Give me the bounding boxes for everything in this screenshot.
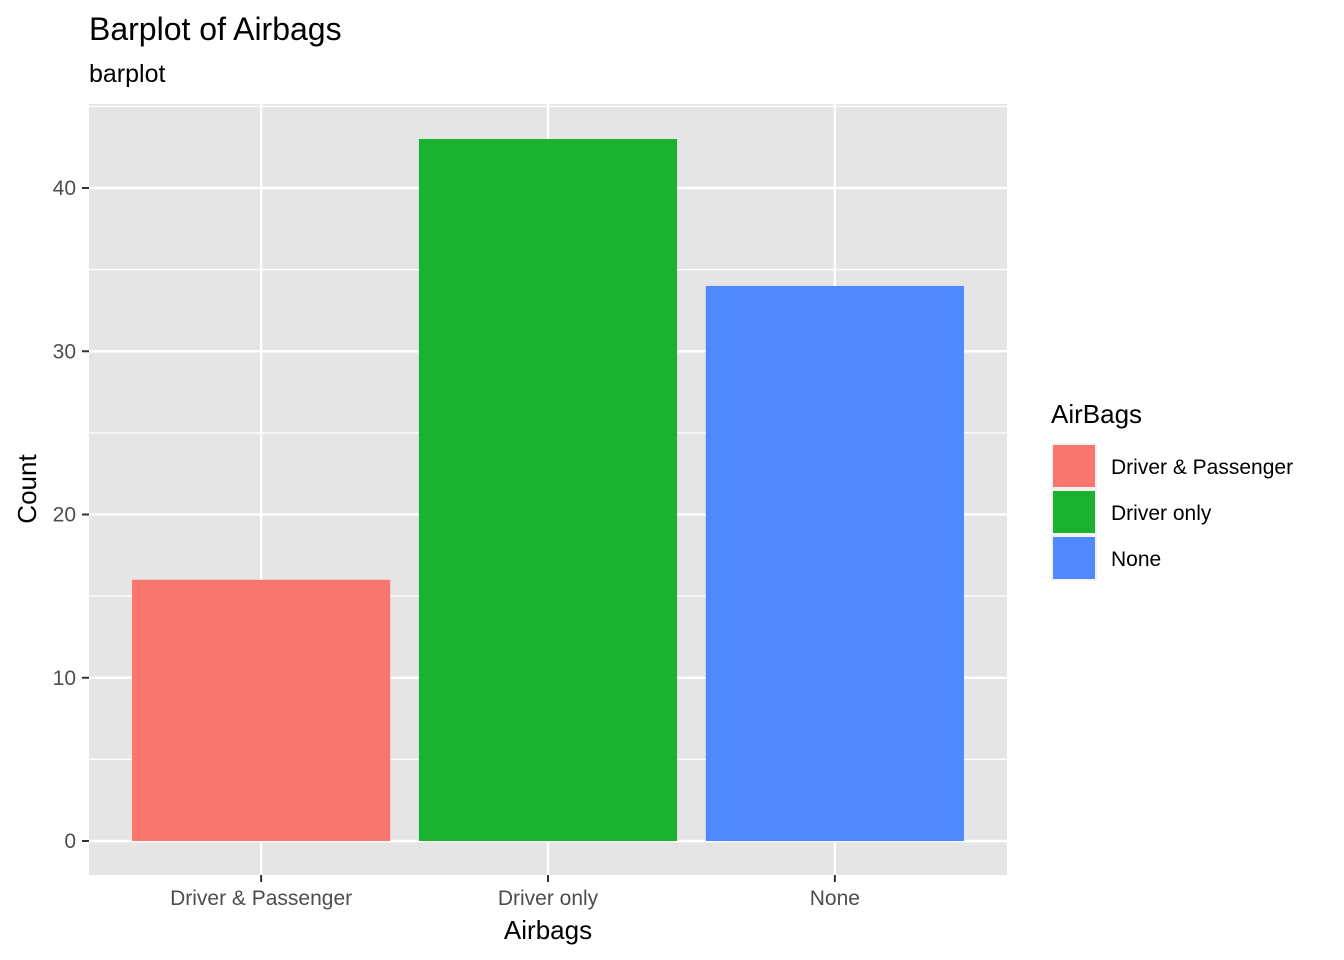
legend-label: Driver & Passenger: [1111, 456, 1293, 479]
y-axis: 0 10 20 30 40: [53, 177, 89, 853]
y-tick-label: 30: [53, 340, 76, 363]
x-tick-label: None: [810, 887, 860, 910]
bar-driver-only: [418, 139, 678, 841]
legend-swatch: [1053, 491, 1095, 533]
bars: [132, 139, 964, 841]
legend-title: AirBags: [1051, 399, 1142, 429]
chart-subtitle: barplot: [89, 60, 165, 88]
y-tick-label: 40: [53, 177, 76, 200]
x-tick-label: Driver & Passenger: [170, 887, 352, 910]
legend: AirBags Driver & Passenger Driver only Non…: [1051, 399, 1293, 581]
legend-swatch: [1053, 445, 1095, 487]
legend-label: None: [1111, 548, 1161, 571]
y-tick-label: 0: [64, 830, 76, 853]
x-axis: Driver & Passenger Driver only None: [170, 875, 860, 910]
legend-label: Driver only: [1111, 502, 1212, 525]
legend-swatch: [1053, 537, 1095, 579]
y-tick-label: 20: [53, 504, 76, 527]
x-tick-label: Driver only: [498, 887, 599, 910]
x-axis-title: Airbags: [504, 915, 592, 945]
chart-title: Barplot of Airbags: [89, 11, 342, 47]
bar-driver-passenger: [132, 579, 391, 841]
bar-none: [705, 285, 964, 841]
y-tick-label: 10: [53, 667, 76, 690]
y-axis-title: Count: [12, 454, 42, 524]
